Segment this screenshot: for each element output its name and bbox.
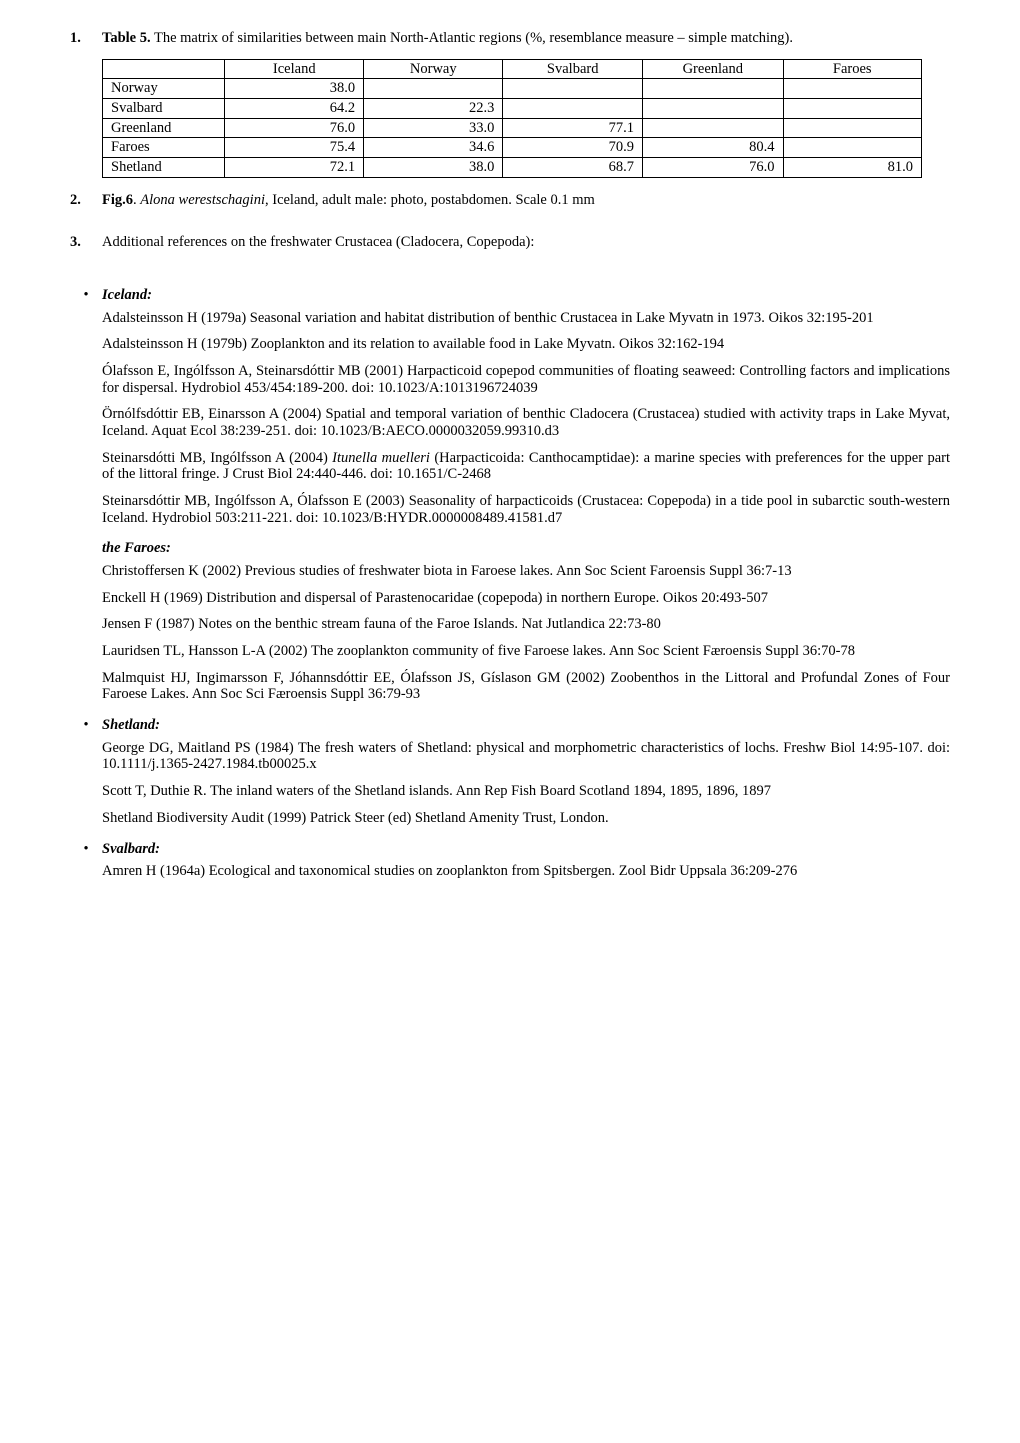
section-shetland-header: • Shetland: [70,717,950,734]
table-row: Norway 38.0 [103,79,922,99]
item-2-body: Fig.6. Alona werestschagini, Iceland, ad… [102,192,950,209]
reference: Adalsteinsson H (1979b) Zooplankton and … [102,336,950,353]
item-2-number: 2. [70,192,102,209]
reference: Steinarsdótti MB, Ingólfsson A (2004) It… [102,450,950,483]
bullet-icon: • [70,841,102,858]
cell: 38.0 [225,79,364,99]
cell [783,138,921,158]
table-header: Svalbard [503,59,643,79]
cell: 33.0 [364,118,503,138]
reference: Lauridsen TL, Hansson L-A (2002) The zoo… [102,643,950,660]
cell: 64.2 [225,99,364,119]
cell: 80.4 [643,138,783,158]
cell: 76.0 [643,158,783,178]
cell [643,118,783,138]
item-2-prefix: Fig.6 [102,192,133,208]
reference: Malmquist HJ, Ingimarsson F, Jóhannsdótt… [102,670,950,703]
cell: 76.0 [225,118,364,138]
table-header: Greenland [643,59,783,79]
cell: 75.4 [225,138,364,158]
item-2-after: , Iceland, adult male: photo, postabdome… [265,192,595,208]
item-1-prefix: Table 5. [102,30,151,46]
ref-pre: Steinarsdótti MB, Ingólfsson A (2004) [102,450,332,466]
cell [364,79,503,99]
item-2: 2. Fig.6. Alona werestschagini, Iceland,… [70,192,950,209]
reference: Ólafsson E, Ingólfsson A, Steinarsdóttir… [102,363,950,396]
ref-italic: Itunella muelleri [332,450,430,466]
reference: Scott T, Duthie R. The inland waters of … [102,783,950,800]
table-header-blank [103,59,225,79]
reference: Örnólfsdóttir EB, Einarsson A (2004) Spa… [102,406,950,439]
table-row: Shetland 72.1 38.0 68.7 76.0 81.0 [103,158,922,178]
item-1: 1. Table 5. The matrix of similarities b… [70,30,950,47]
section-iceland-label: Iceland: [102,287,152,304]
row-label: Shetland [103,158,225,178]
reference: Jensen F (1987) Notes on the benthic str… [102,616,950,633]
cell [503,99,643,119]
row-label: Greenland [103,118,225,138]
cell: 34.6 [364,138,503,158]
reference: Adalsteinsson H (1979a) Seasonal variati… [102,310,950,327]
cell [783,118,921,138]
cell [783,79,921,99]
item-3-number: 3. [70,234,102,251]
table-header: Iceland [225,59,364,79]
reference: Shetland Biodiversity Audit (1999) Patri… [102,810,950,827]
reference: Amren H (1964a) Ecological and taxonomic… [102,863,950,880]
cell: 22.3 [364,99,503,119]
table-row: Svalbard 64.2 22.3 [103,99,922,119]
cell [503,79,643,99]
cell [643,79,783,99]
section-faroes-label: the Faroes: [102,540,950,557]
bullet-icon: • [70,717,102,734]
table-header: Norway [364,59,503,79]
similarity-table: Iceland Norway Svalbard Greenland Faroes… [102,59,922,178]
bullet-icon: • [70,287,102,304]
cell: 38.0 [364,158,503,178]
cell: 81.0 [783,158,921,178]
cell: 68.7 [503,158,643,178]
item-3: 3. Additional references on the freshwat… [70,234,950,251]
item-3-body: Additional references on the freshwater … [102,234,950,251]
section-svalbard-label: Svalbard: [102,841,160,858]
reference: Christoffersen K (2002) Previous studies… [102,563,950,580]
section-shetland-label: Shetland: [102,717,160,734]
cell: 70.9 [503,138,643,158]
reference: Enckell H (1969) Distribution and disper… [102,590,950,607]
cell [643,99,783,119]
item-2-italic: Alona werestschagini [140,192,265,208]
row-label: Norway [103,79,225,99]
cell: 72.1 [225,158,364,178]
section-svalbard-header: • Svalbard: [70,841,950,858]
cell: 77.1 [503,118,643,138]
table-header: Faroes [783,59,921,79]
table-row: Faroes 75.4 34.6 70.9 80.4 [103,138,922,158]
reference: Steinarsdóttir MB, Ingólfsson A, Ólafsso… [102,493,950,526]
section-iceland-header: • Iceland: [70,287,950,304]
row-label: Faroes [103,138,225,158]
table-row: Greenland 76.0 33.0 77.1 [103,118,922,138]
table-header-row: Iceland Norway Svalbard Greenland Faroes [103,59,922,79]
row-label: Svalbard [103,99,225,119]
reference: George DG, Maitland PS (1984) The fresh … [102,740,950,773]
item-1-number: 1. [70,30,102,47]
item-1-body: Table 5. The matrix of similarities betw… [102,30,950,47]
cell [783,99,921,119]
item-1-text: The matrix of similarities between main … [151,30,793,46]
